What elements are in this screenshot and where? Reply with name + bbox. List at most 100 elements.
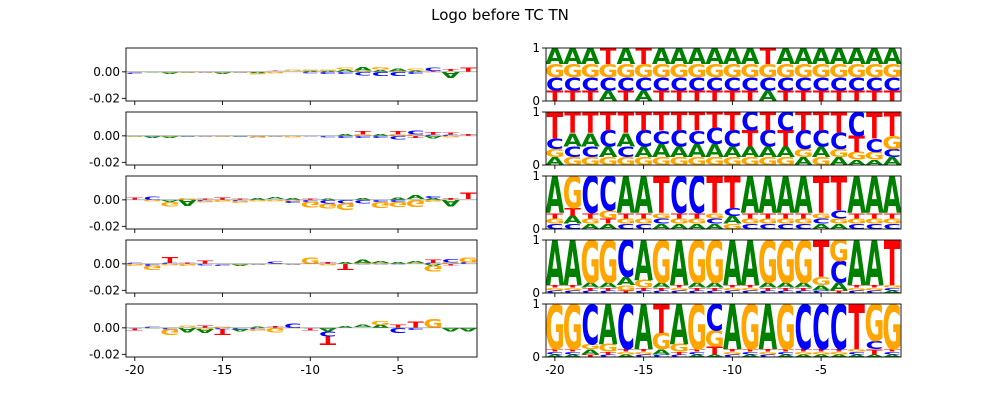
left-r5-p-2-A-glyph: A bbox=[441, 326, 460, 331]
right-r2-p-17-A-glyph: A bbox=[599, 144, 618, 161]
right-r4-p-4-T-glyph: T bbox=[831, 290, 848, 294]
right-r1-p-6-C-glyph: C bbox=[795, 74, 813, 95]
left-r2-p-8-C-glyph: C bbox=[337, 135, 355, 138]
right-r1-p-4-C-glyph: C bbox=[830, 74, 848, 95]
right-r4-p-11-T-glyph: T bbox=[706, 287, 723, 291]
right-r5-p-15-T-glyph: T bbox=[635, 349, 652, 353]
right-r4-p-5-A-glyph: A bbox=[812, 284, 831, 293]
right-r2-p-10-A-glyph: A bbox=[723, 144, 742, 161]
right-r4-p-17-A-glyph: A bbox=[599, 281, 618, 290]
right-panel-5-frame bbox=[545, 303, 902, 358]
right-r1-p-2-A-glyph: A bbox=[865, 45, 884, 70]
right-r4-p-2-T-glyph: T bbox=[866, 285, 883, 289]
right-r1-p-12-G-glyph: G bbox=[687, 61, 707, 82]
left-panel-5-glyphs: CTCATCGTGATGAGCTCAACGCTGCGCTACTAGAAGTCGT… bbox=[126, 317, 478, 346]
left-r4-p-18-C-glyph: C bbox=[161, 262, 179, 264]
right-r4-p-16-C-glyph: C bbox=[617, 231, 635, 290]
left-r1-p-9-C-glyph: C bbox=[319, 71, 337, 74]
right-r1-p-15-T-glyph: T bbox=[635, 45, 652, 70]
right-r1-p-13-G-glyph: G bbox=[669, 61, 689, 82]
right-r3-p-15-T-glyph: T bbox=[635, 212, 653, 221]
left-r3-p-17-G-glyph: G bbox=[178, 198, 198, 201]
right-r4-p-16-T-glyph: T bbox=[618, 290, 635, 294]
right-r1-p-13-A-glyph: A bbox=[670, 45, 689, 70]
right-r3-p-1-T-glyph: T bbox=[884, 212, 902, 221]
right-r3-p-20-T-glyph: T bbox=[547, 212, 565, 221]
left-r5-p-6-A-glyph: A bbox=[371, 324, 391, 329]
right-r4-p-1-G-glyph: G bbox=[882, 285, 902, 289]
right-r2-p-8-A-glyph: A bbox=[759, 144, 778, 161]
left-r1-p-12-T-glyph: T bbox=[267, 70, 284, 71]
left-r3-p-12-A-glyph: A bbox=[266, 197, 286, 200]
right-r5-p-18-C-glyph: C bbox=[582, 293, 600, 356]
right-r1-p-6-T-glyph: T bbox=[795, 88, 812, 105]
right-r4-p-20-G-glyph: G bbox=[545, 287, 565, 291]
left-r4-p-3-C-glyph: C bbox=[424, 262, 442, 264]
left-r2-p-13-C-glyph: C bbox=[249, 136, 267, 137]
left-r3-p-20-T-glyph: T bbox=[127, 197, 144, 200]
left-r3-p-6-G-glyph: G bbox=[371, 200, 391, 209]
right-r4-p-12-C-glyph: C bbox=[688, 290, 706, 294]
right-r3-p-14-C-glyph: C bbox=[653, 217, 671, 226]
right-r1-p-6-G-glyph: G bbox=[793, 61, 813, 82]
right-r3-p-18-G-glyph: G bbox=[580, 217, 600, 226]
right-r4-p-19-T-glyph: T bbox=[564, 285, 581, 289]
left-r1-p-10-C-glyph: C bbox=[302, 71, 320, 73]
right-r3-p-11-G-glyph: G bbox=[705, 212, 725, 221]
left-r4-p-3-T-glyph: T bbox=[425, 259, 442, 264]
left-r4-p-13-G-glyph: G bbox=[248, 264, 268, 265]
right-panel-2-ytick-label: 1 bbox=[532, 105, 540, 119]
left-r2-p-17-C-glyph: C bbox=[179, 136, 197, 137]
right-r2-p-16-T-glyph: T bbox=[618, 107, 635, 141]
right-r2-p-2-C-glyph: C bbox=[866, 136, 884, 157]
right-r3-p-14-A-glyph: A bbox=[652, 222, 671, 231]
right-r4-p-7-T-glyph: T bbox=[777, 287, 794, 291]
right-r2-p-9-C-glyph: C bbox=[741, 107, 759, 137]
right-r2-p-17-C-glyph: C bbox=[599, 127, 617, 152]
right-r3-p-20-A-glyph: A bbox=[546, 167, 565, 226]
right-r2-p-9-G-glyph: G bbox=[740, 156, 760, 168]
left-r5-p-4-C-glyph: C bbox=[407, 327, 425, 330]
right-r3-p-6-G-glyph: G bbox=[793, 217, 813, 226]
right-r1-p-14-G-glyph: G bbox=[651, 61, 671, 82]
left-r1-p-6-A-glyph: A bbox=[371, 69, 391, 72]
right-r4-p-4-G-glyph: G bbox=[829, 235, 849, 269]
right-r1-p-11-C-glyph: C bbox=[706, 74, 724, 95]
left-r4-p-16-C-glyph: C bbox=[196, 264, 214, 266]
right-r2-p-18-A-glyph: A bbox=[581, 130, 600, 151]
left-r2-p-18-A-glyph: A bbox=[161, 136, 179, 138]
right-r4-p-6-G-glyph: G bbox=[793, 229, 813, 297]
right-r3-p-7-A-glyph: A bbox=[776, 167, 795, 226]
right-r3-p-4-G-glyph: G bbox=[829, 217, 849, 226]
right-r3-p-5-T-glyph: T bbox=[813, 167, 829, 226]
right-r2-p-9-T-glyph: T bbox=[742, 127, 759, 152]
left-r3-p-19-C-glyph: C bbox=[144, 196, 162, 201]
right-r2-p-10-C-glyph: C bbox=[724, 127, 742, 152]
right-panel-4-frame bbox=[545, 239, 902, 294]
right-r1-p-5-C-glyph: C bbox=[812, 74, 830, 95]
left-r5-p-7-G-glyph: G bbox=[353, 327, 373, 328]
left-r4-p-11-G-glyph: G bbox=[283, 264, 303, 265]
right-r1-p-4-A-glyph: A bbox=[830, 45, 849, 70]
right-r4-p-6-C-glyph: C bbox=[795, 290, 813, 294]
left-r1-p-3-C-glyph: C bbox=[424, 67, 442, 72]
left-r1-p-8-A-glyph: A bbox=[336, 69, 356, 72]
right-r5-p-18-G-glyph: G bbox=[580, 343, 600, 352]
right-r2-p-5-T-glyph: T bbox=[813, 107, 830, 137]
right-r5-p-1-A-glyph: A bbox=[883, 354, 903, 358]
left-r5-p-1-A-glyph: A bbox=[459, 327, 478, 332]
left-r3-p-4-T-glyph: T bbox=[407, 199, 424, 200]
left-r1-p-8-G-glyph: G bbox=[336, 67, 356, 70]
right-r4-p-15-T-glyph: T bbox=[635, 287, 652, 291]
right-r3-p-17-A-glyph: A bbox=[599, 222, 618, 231]
left-r3-p-18-T-glyph: T bbox=[162, 199, 179, 200]
left-r1-p-5-C-glyph: C bbox=[389, 70, 407, 76]
left-r5-p-10-C-glyph: C bbox=[302, 328, 320, 329]
left-r3-p-10-T-glyph: T bbox=[302, 198, 319, 200]
left-r3-p-1-A-glyph: A bbox=[459, 199, 477, 200]
left-panel-3-ytick-label: 0.00 bbox=[93, 193, 120, 207]
left-panel-2-frame bbox=[125, 111, 478, 166]
left-panel-1: GCTAGATAGTCGGATCGAGATGCGAGCAGCTAGCGACAGC… bbox=[89, 47, 478, 105]
right-r5-p-13-G-glyph: G bbox=[669, 342, 689, 354]
left-r3-p-1-T-glyph: T bbox=[460, 191, 477, 201]
